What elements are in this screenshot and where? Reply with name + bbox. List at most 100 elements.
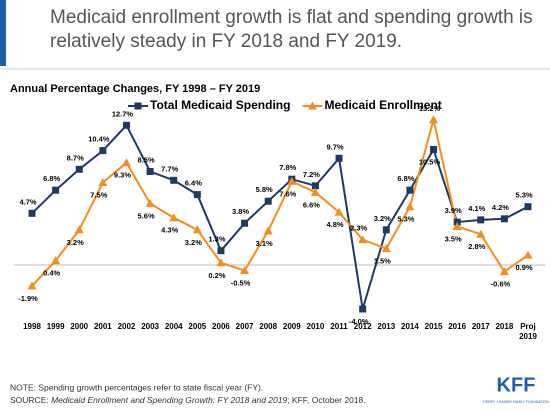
data-label: -0.5%	[231, 278, 251, 287]
point	[216, 258, 226, 267]
x-tick-label: 2016	[448, 322, 466, 331]
point	[169, 213, 179, 222]
point	[52, 186, 60, 194]
point	[146, 168, 154, 175]
x-tick-label: 2012	[354, 322, 372, 331]
x-tick-label: 2018	[495, 322, 513, 331]
data-label: 8.7%	[67, 153, 84, 162]
data-label: 5.8%	[256, 185, 273, 194]
point	[523, 250, 533, 259]
x-tick-label: 1998	[23, 322, 41, 331]
source-title: Medicaid Enrollment and Spending Growth:…	[51, 395, 287, 405]
x-tick-label: 2005	[188, 322, 206, 331]
x-tick-label: 2013	[377, 322, 395, 331]
data-label: 7.6%	[279, 189, 296, 198]
logo-subtitle: HENRY J KAISER FAMILY FOUNDATION	[483, 400, 549, 404]
point	[335, 154, 343, 162]
data-label: 5.3%	[515, 191, 532, 200]
data-label: 6.4%	[185, 179, 202, 188]
point	[499, 267, 509, 276]
accent-bar	[0, 0, 6, 66]
x-tick-label: 2007	[236, 322, 254, 331]
title-box: Medicaid enrollment growth is flat and s…	[50, 7, 533, 52]
data-label: 0.4%	[43, 269, 60, 278]
data-label: 0.9%	[515, 263, 532, 272]
point	[98, 178, 108, 186]
data-label: 10.5%	[419, 157, 441, 166]
point	[476, 229, 486, 238]
point	[311, 182, 319, 190]
x-tick-label: 2006	[212, 322, 230, 331]
point	[99, 147, 107, 155]
source: SOURCE: Medicaid Enrollment and Spending…	[10, 395, 366, 405]
data-label: 10.4%	[88, 135, 110, 144]
data-label: 3.2%	[67, 238, 84, 247]
point	[405, 202, 415, 211]
data-label: 7.2%	[303, 170, 320, 179]
legend-label: Medicaid Enrollment	[324, 98, 441, 112]
legend-marker	[134, 102, 142, 110]
data-label: 4.1%	[468, 204, 485, 213]
x-tick-label: 2015	[425, 322, 443, 331]
series-line	[31, 123, 529, 310]
point	[310, 187, 320, 196]
point	[145, 198, 155, 207]
x-tick-label: 1999	[47, 322, 65, 331]
data-label: 3.1%	[256, 239, 273, 248]
x-tick-label: 2004	[165, 322, 183, 331]
point	[358, 235, 368, 244]
data-label: 4.3%	[161, 226, 178, 235]
point	[429, 115, 439, 124]
x-tick-label: 2017	[472, 322, 490, 331]
point	[240, 266, 250, 274]
slide-title: Medicaid enrollment growth is flat and s…	[50, 7, 533, 52]
x-tick-label: 2001	[94, 322, 112, 331]
point	[28, 209, 36, 217]
point	[170, 176, 178, 184]
data-label: 5.6%	[138, 211, 155, 220]
point	[382, 226, 390, 234]
point	[406, 186, 414, 194]
data-label: -4.0%	[349, 317, 369, 326]
x-tick-label: 2008	[259, 322, 277, 331]
data-label: 3.9%	[445, 206, 462, 215]
data-label: 4.8%	[326, 220, 343, 229]
chart-title: Annual Percentage Changes, FY 1998 – FY …	[10, 83, 260, 95]
x-tick-label: 2010	[307, 322, 325, 331]
x-tick-label: 2011	[330, 322, 348, 331]
point	[74, 225, 84, 234]
point	[477, 216, 485, 224]
data-label: 7.8%	[279, 163, 296, 172]
source-prefix: SOURCE:	[10, 395, 51, 405]
point	[500, 215, 508, 223]
legend-marker	[307, 101, 317, 110]
point	[193, 191, 201, 199]
data-label: 2.3%	[350, 224, 367, 233]
point	[359, 305, 367, 313]
x-tick-label: 2000	[70, 322, 88, 331]
point	[381, 244, 391, 252]
x-tick-label: 2003	[141, 322, 159, 331]
data-label: 3.8%	[232, 207, 249, 216]
data-label: 3.5%	[445, 234, 462, 243]
x-tick-label: 2014	[401, 322, 419, 331]
x-tick-label: Proj 2019	[519, 322, 537, 341]
point	[192, 225, 202, 234]
data-label: 6.8%	[43, 174, 60, 183]
data-label: 7.5%	[90, 190, 107, 199]
point	[75, 165, 83, 173]
point	[452, 222, 462, 230]
point	[263, 226, 273, 235]
point	[121, 158, 131, 167]
data-label: 12.7%	[112, 109, 134, 118]
logo: KFF	[497, 374, 536, 396]
point	[287, 176, 297, 185]
data-label: 6.8%	[397, 174, 414, 183]
source-suffix: ; KFF, October 2018.	[287, 395, 365, 405]
x-tick-label: 2009	[283, 322, 301, 331]
point	[27, 281, 37, 290]
data-label: 6.6%	[303, 200, 320, 209]
point	[217, 247, 225, 255]
data-label: -0.6%	[491, 280, 511, 289]
